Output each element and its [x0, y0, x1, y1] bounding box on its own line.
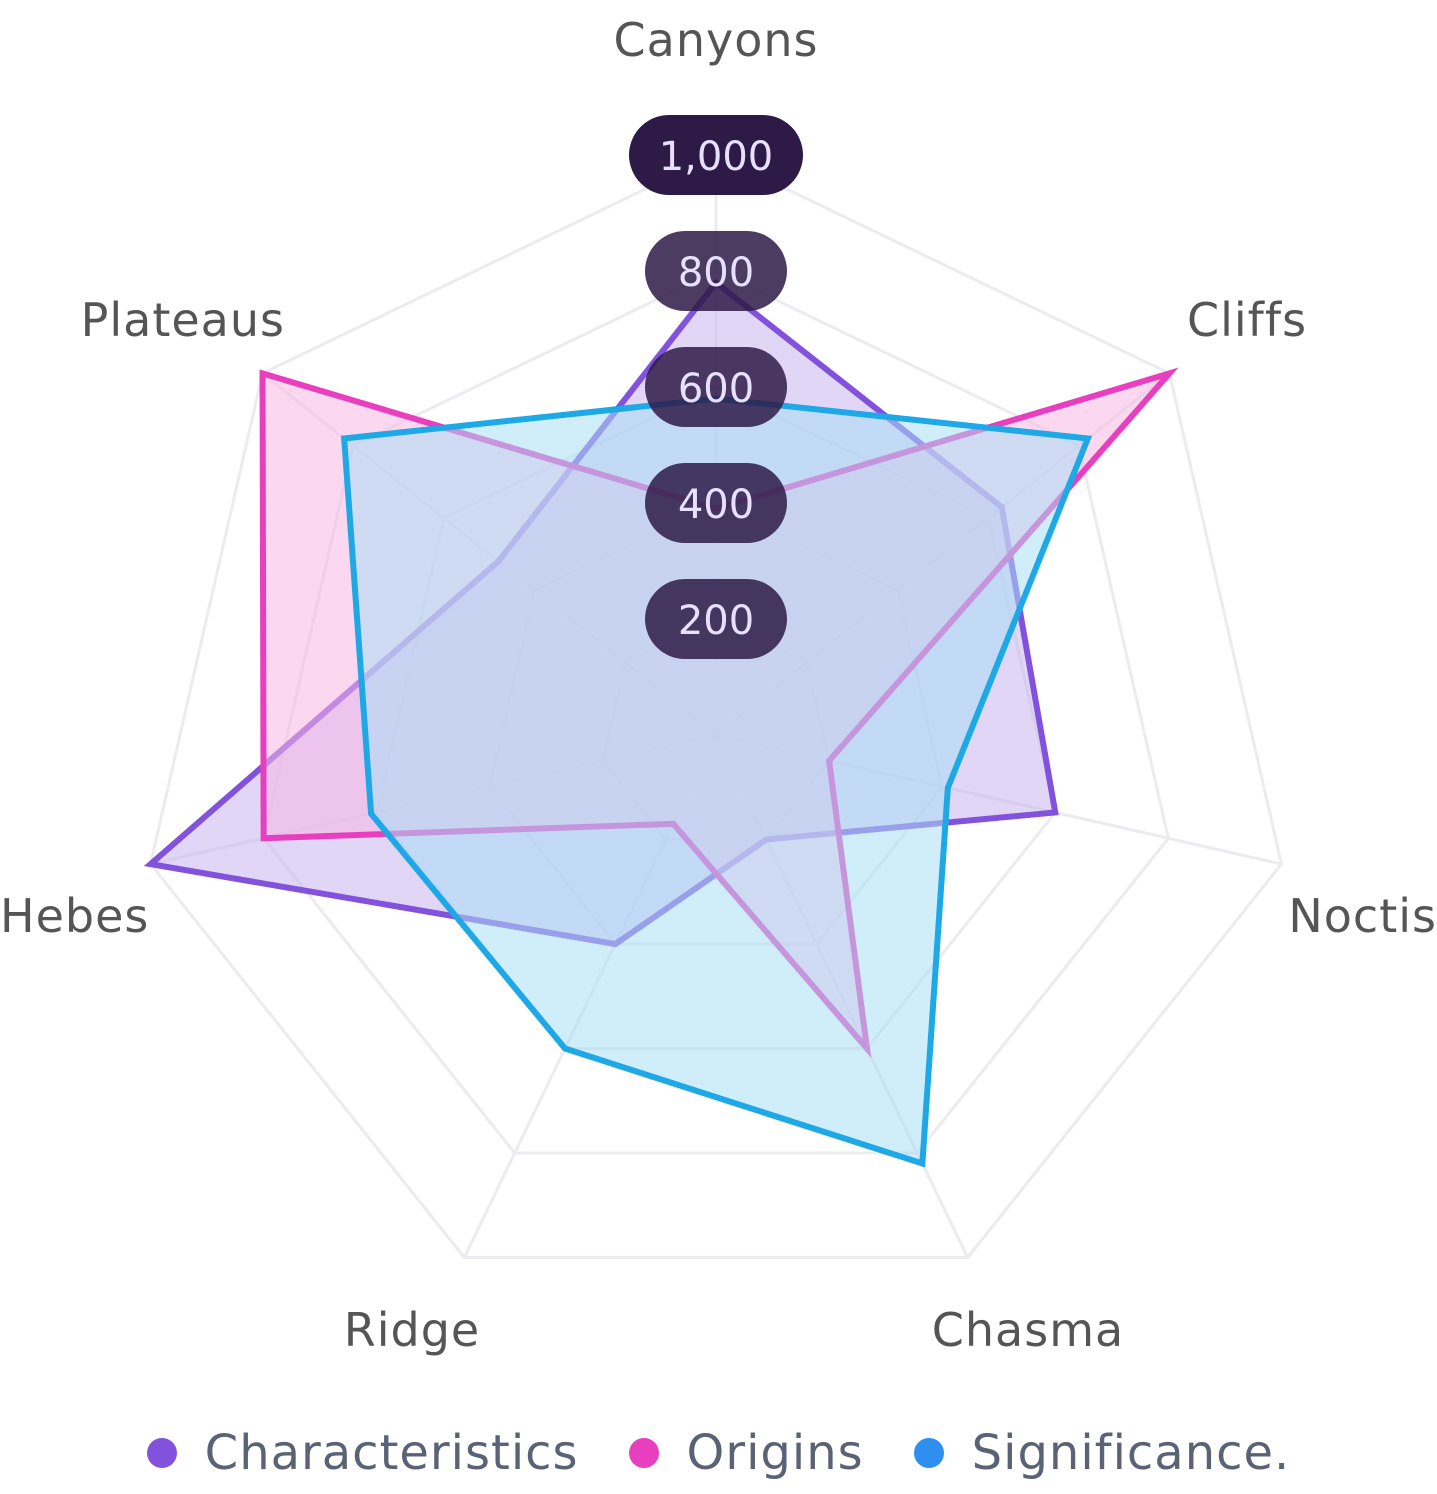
legend-label-characteristics: Characteristics [204, 1425, 579, 1481]
legend-item-characteristics[interactable]: Characteristics [146, 1425, 579, 1481]
tick-pill-200 [645, 579, 787, 659]
axis-label-noctis: Noctis [1288, 889, 1437, 943]
axis-label-ridge: Ridge [344, 1303, 480, 1357]
tick-pill-1000 [629, 115, 803, 195]
tick-800: 800 [645, 231, 787, 311]
axis-label-hebes: Hebes [0, 889, 149, 943]
legend-item-significance[interactable]: Significance. [913, 1425, 1291, 1481]
axis-label-canyons: Canyons [614, 13, 819, 67]
axis-label-plateaus: Plateaus [81, 293, 285, 347]
legend-dot-characteristics [146, 1438, 177, 1468]
legend-item-origins[interactable]: Origins [628, 1425, 864, 1481]
axis-labels: Canyons Cliffs Noctis Chasma Ridge Hebes Plate… [0, 13, 1437, 1357]
radar-series [143, 278, 1179, 1168]
tick-label-600: 600 [678, 366, 754, 412]
legend: Characteristics Origins Significance. [0, 1418, 1437, 1488]
tick-200: 200 [645, 579, 787, 659]
axis-label-chasma: Chasma [932, 1303, 1124, 1357]
legend-dot-origins [628, 1438, 659, 1468]
tick-pill-400 [645, 463, 787, 543]
tick-400: 400 [645, 463, 787, 543]
grid-ring-5 [148, 153, 1284, 1260]
series-area-significance[interactable] [340, 395, 1093, 1168]
tick-600: 600 [645, 347, 787, 427]
legend-dot-significance [913, 1438, 944, 1468]
tick-label-800: 800 [678, 250, 754, 296]
tick-pill-800 [645, 231, 787, 311]
legend-label-significance: Significance. [971, 1425, 1291, 1481]
axis-label-cliffs: Cliffs [1187, 293, 1307, 347]
tick-pill-600 [645, 347, 787, 427]
tick-label-400: 400 [678, 482, 754, 528]
tick-label-1000: 1,000 [659, 134, 774, 180]
radial-ticks: 200 400 600 800 1,000 [629, 115, 803, 659]
tick-1000: 1,000 [629, 115, 803, 195]
tick-label-200: 200 [678, 598, 754, 644]
legend-label-origins: Origins [686, 1425, 864, 1481]
